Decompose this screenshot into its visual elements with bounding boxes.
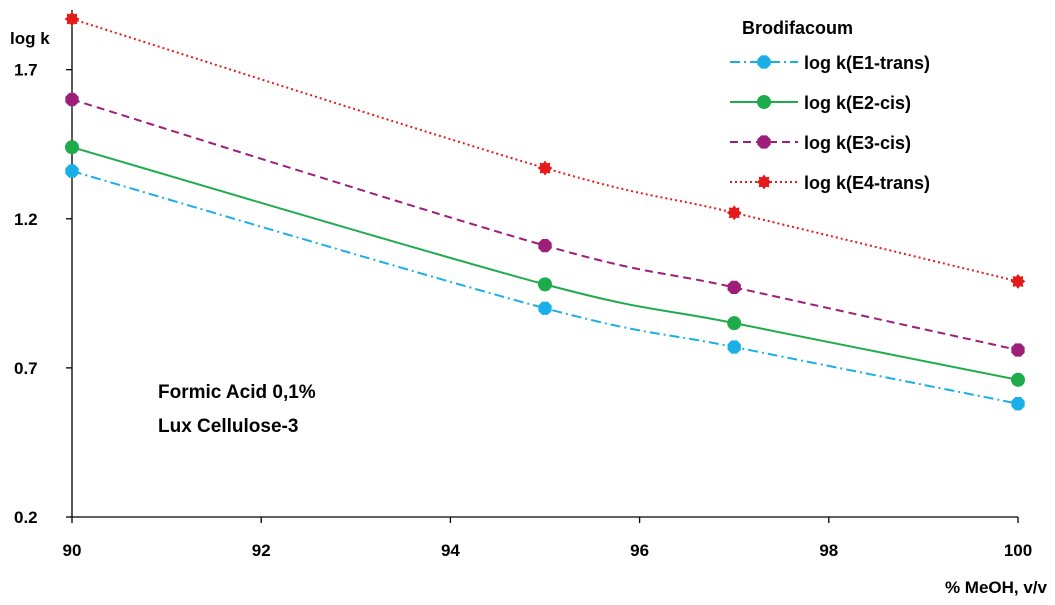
series-line	[71, 98, 1019, 351]
series-line	[71, 170, 1019, 405]
y-tick-label: 0.2	[14, 508, 38, 527]
x-ticks: 90 92 94 96 98 100	[63, 517, 1032, 560]
y-tick-label: 0.7	[14, 359, 38, 378]
legend-entry: log k(E2-cis)	[730, 93, 911, 113]
legend-label: log k(E4-trans)	[804, 173, 930, 193]
data-point	[537, 160, 553, 176]
plot-area	[64, 11, 1026, 411]
annotation-mobile-phase: Formic Acid 0,1%	[158, 382, 316, 403]
data-point	[1011, 397, 1025, 411]
series-4	[64, 11, 1026, 289]
legend: Brodifacoum log k(E1-trans) log k(E2-cis)…	[730, 18, 930, 193]
legend-title: Brodifacoum	[742, 18, 853, 38]
x-tick-label: 96	[630, 541, 649, 560]
legend-marker	[757, 55, 771, 69]
x-tick-label: 90	[63, 541, 82, 560]
data-point	[538, 301, 552, 315]
legend-entry: log k(E4-trans)	[730, 173, 930, 193]
series-line	[71, 17, 1019, 283]
data-point	[65, 164, 79, 178]
annotation-column: Lux Cellulose-3	[158, 416, 298, 437]
legend-label: log k(E2-cis)	[804, 93, 911, 113]
legend-entry: log k(E3-cis)	[730, 133, 911, 153]
x-tick-label: 100	[1004, 541, 1032, 560]
legend-label: log k(E3-cis)	[804, 133, 911, 153]
data-point	[1010, 273, 1026, 289]
data-point	[64, 11, 80, 27]
data-point	[727, 316, 742, 331]
y-tick-label: 1.2	[14, 210, 38, 229]
legend-marker	[756, 174, 772, 190]
y-ticks: 0.2 0.7 1.2 1.7	[14, 61, 72, 527]
data-point	[727, 340, 741, 354]
legend-marker	[757, 95, 771, 109]
series-line	[71, 146, 1019, 381]
legend-label: log k(E1-trans)	[804, 53, 930, 73]
series-3	[65, 92, 1025, 357]
data-point	[726, 205, 742, 221]
data-point	[538, 238, 552, 253]
data-point	[1011, 343, 1025, 357]
legend-entry: log k(E1-trans)	[730, 53, 930, 73]
series-1	[65, 164, 1025, 411]
x-axis-title: % MeOH, v/v	[945, 578, 1048, 597]
data-point	[65, 140, 79, 155]
y-axis-title: log k	[10, 29, 50, 48]
data-point	[538, 277, 552, 292]
data-point	[727, 280, 741, 295]
data-point	[65, 92, 79, 107]
x-tick-label: 92	[252, 541, 271, 560]
x-tick-label: 98	[819, 541, 838, 560]
y-tick-label: 1.7	[14, 61, 38, 80]
x-tick-label: 94	[441, 541, 460, 560]
series-2	[65, 140, 1025, 387]
data-point	[1011, 372, 1025, 387]
axes: 0.2 0.7 1.2 1.7 90 92 94 96 98 100	[14, 10, 1032, 560]
annotations: Formic Acid 0,1% Lux Cellulose-3	[158, 382, 316, 437]
legend-marker	[757, 135, 771, 149]
